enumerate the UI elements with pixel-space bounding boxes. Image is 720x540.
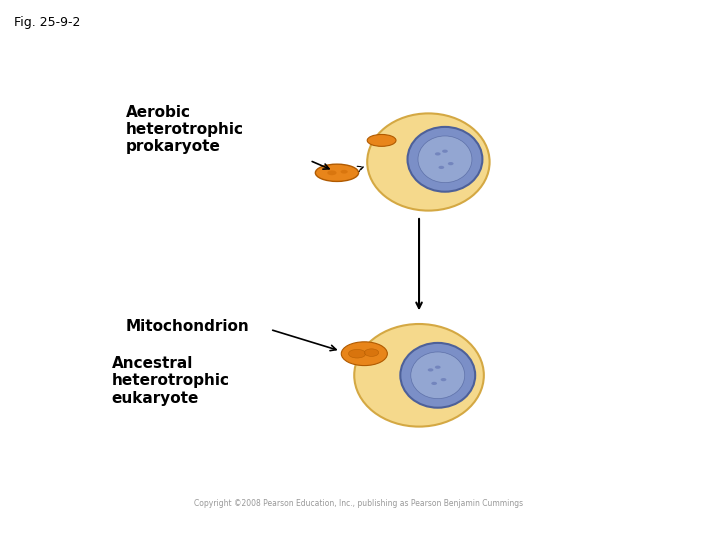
Ellipse shape (411, 352, 464, 399)
Ellipse shape (408, 127, 482, 192)
Ellipse shape (354, 324, 484, 427)
Ellipse shape (341, 170, 348, 173)
Ellipse shape (448, 162, 454, 165)
Ellipse shape (442, 150, 448, 153)
Ellipse shape (428, 368, 433, 372)
Ellipse shape (400, 343, 475, 408)
Ellipse shape (367, 134, 396, 146)
Ellipse shape (327, 170, 337, 175)
Text: Aerobic
heterotrophic
prokaryote: Aerobic heterotrophic prokaryote (126, 105, 244, 154)
Ellipse shape (348, 349, 366, 358)
Ellipse shape (315, 164, 359, 181)
Text: Fig. 25-9-2: Fig. 25-9-2 (14, 16, 81, 29)
Ellipse shape (418, 136, 472, 183)
Text: Ancestral
heterotrophic
eukaryote: Ancestral heterotrophic eukaryote (112, 356, 230, 406)
Text: Mitochondrion: Mitochondrion (126, 319, 250, 334)
Text: Copyright ©2008 Pearson Education, Inc., publishing as Pearson Benjamin Cummings: Copyright ©2008 Pearson Education, Inc.,… (194, 498, 523, 508)
Ellipse shape (435, 366, 441, 369)
Ellipse shape (367, 113, 490, 211)
Ellipse shape (431, 382, 437, 385)
Ellipse shape (435, 152, 441, 156)
Ellipse shape (438, 166, 444, 169)
Ellipse shape (364, 349, 379, 356)
Ellipse shape (441, 378, 446, 381)
Ellipse shape (341, 342, 387, 366)
